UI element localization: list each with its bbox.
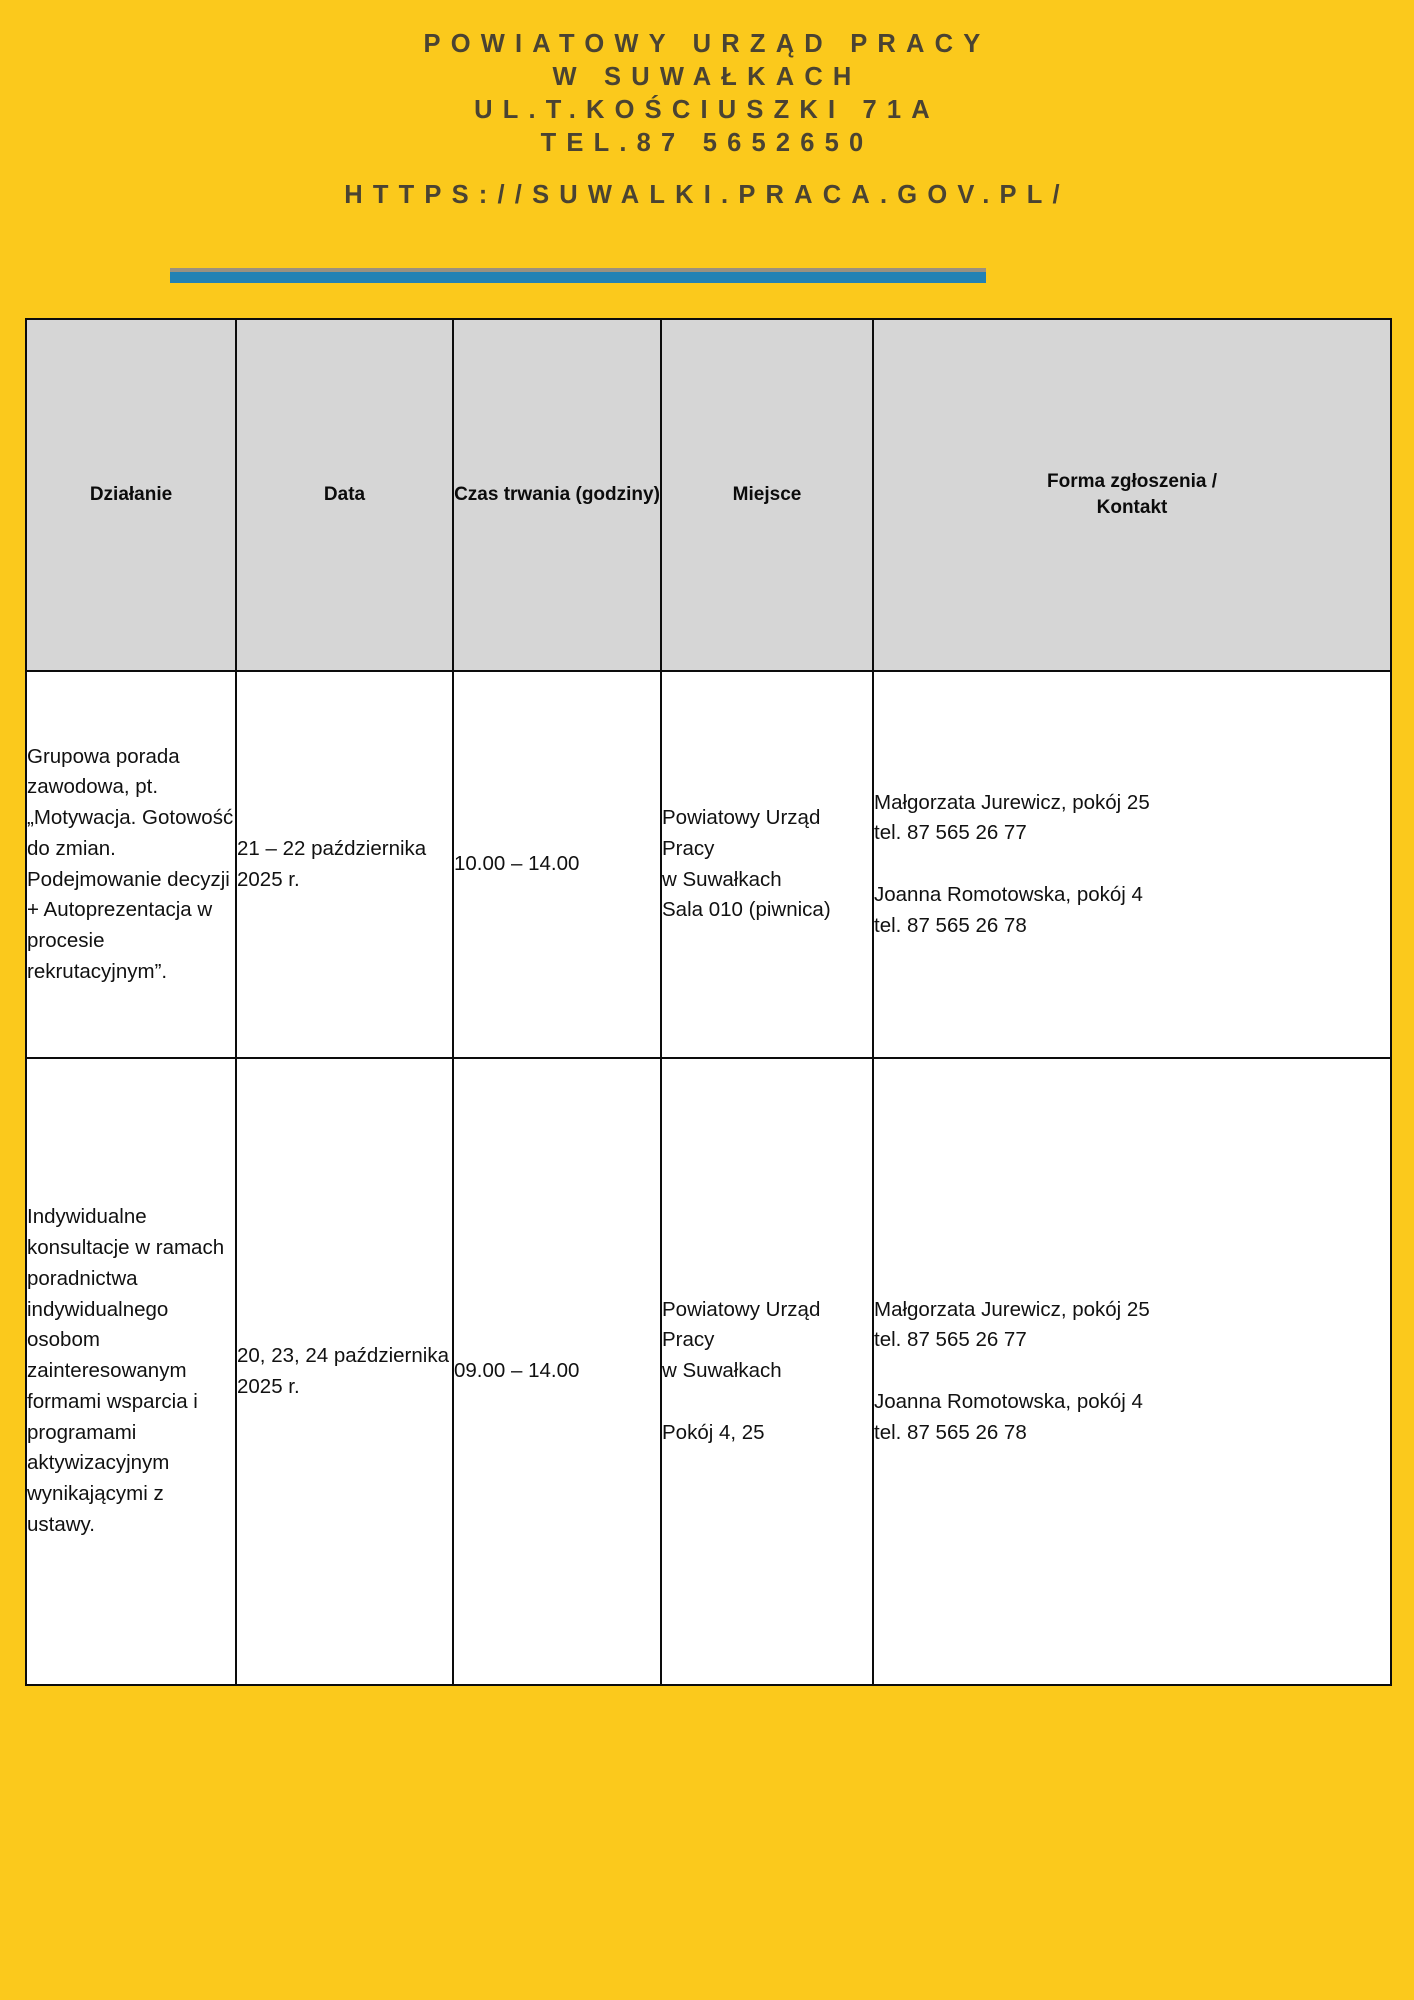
column-header-kontakt: Forma zgłoszenia / Kontakt bbox=[872, 318, 1392, 672]
cell-kontakt: Małgorzata Jurewicz, pokój 25 tel. 87 56… bbox=[872, 670, 1392, 1059]
header-line-city: W SUWAŁKACH bbox=[552, 63, 862, 92]
cell-data-text: 20, 23, 24 października 2025 r. bbox=[237, 1343, 449, 1398]
cell-kontakt-text: Małgorzata Jurewicz, pokój 25 tel. 87 56… bbox=[874, 790, 1150, 937]
column-header-czas: Czas trwania (godziny) bbox=[452, 318, 662, 672]
column-header-kontakt-label: Forma zgłoszenia / Kontakt bbox=[1047, 471, 1217, 518]
cell-miejsce-text: Powiatowy Urząd Pracy w Suwałkach Pokój … bbox=[662, 1297, 821, 1444]
cell-czas-text: 09.00 – 14.00 bbox=[454, 1359, 580, 1383]
column-header-czas-label: Czas trwania (godziny) bbox=[454, 484, 660, 506]
cell-czas-text: 10.00 – 14.00 bbox=[454, 852, 580, 876]
header-line-phone: TEL.87 5652650 bbox=[540, 129, 874, 158]
table-header-row: Działanie Data Czas trwania (godziny) Mi… bbox=[25, 318, 1392, 672]
cell-data: 20, 23, 24 października 2025 r. bbox=[235, 1057, 454, 1686]
cell-data-text: 21 – 22 października 2025 r. bbox=[237, 836, 427, 891]
column-header-miejsce-label: Miejsce bbox=[732, 484, 802, 506]
cell-data: 21 – 22 października 2025 r. bbox=[235, 670, 454, 1059]
header-line-street: UL.T.KOŚCIUSZKI 71A bbox=[474, 96, 940, 125]
table-row: Grupowa porada zawodowa, pt. „Motywacja.… bbox=[25, 670, 1392, 1059]
divider-blue-bar bbox=[170, 272, 986, 283]
column-header-data: Data bbox=[235, 318, 454, 672]
column-header-miejsce: Miejsce bbox=[660, 318, 874, 672]
cell-dzialanie-text: Grupowa porada zawodowa, pt. „Motywacja.… bbox=[27, 744, 234, 983]
cell-kontakt-text: Małgorzata Jurewicz, pokój 25 tel. 87 56… bbox=[874, 1297, 1150, 1444]
divider-shadow-line bbox=[170, 268, 986, 272]
column-header-data-label: Data bbox=[323, 484, 366, 506]
cell-czas: 10.00 – 14.00 bbox=[452, 670, 662, 1059]
organisation-header: POWIATOWY URZĄD PRACY W SUWAŁKACH UL.T.K… bbox=[0, 28, 1414, 212]
table-head: Działanie Data Czas trwania (godziny) Mi… bbox=[25, 318, 1392, 672]
cell-kontakt: Małgorzata Jurewicz, pokój 25 tel. 87 56… bbox=[872, 1057, 1392, 1686]
schedule-table-wrapper: Działanie Data Czas trwania (godziny) Mi… bbox=[25, 318, 1392, 1686]
schedule-table: Działanie Data Czas trwania (godziny) Mi… bbox=[25, 318, 1392, 1686]
cell-dzialanie: Grupowa porada zawodowa, pt. „Motywacja.… bbox=[25, 670, 237, 1059]
cell-miejsce-text: Powiatowy Urząd Pracy w Suwałkach Sala 0… bbox=[662, 806, 831, 922]
header-line-office-name: POWIATOWY URZĄD PRACY bbox=[423, 30, 991, 58]
cell-dzialanie: Indywidualne konsultacje w ramach poradn… bbox=[25, 1057, 237, 1686]
column-header-dzialanie: Działanie bbox=[25, 318, 237, 672]
header-divider bbox=[170, 268, 986, 286]
cell-czas: 09.00 – 14.00 bbox=[452, 1057, 662, 1686]
cell-miejsce: Powiatowy Urząd Pracy w Suwałkach Sala 0… bbox=[660, 670, 874, 1059]
cell-miejsce: Powiatowy Urząd Pracy w Suwałkach Pokój … bbox=[660, 1057, 874, 1686]
table-row: Indywidualne konsultacje w ramach poradn… bbox=[25, 1057, 1392, 1686]
table-body: Grupowa porada zawodowa, pt. „Motywacja.… bbox=[25, 670, 1392, 1686]
column-header-dzialanie-label: Działanie bbox=[89, 484, 173, 506]
cell-dzialanie-text: Indywidualne konsultacje w ramach poradn… bbox=[27, 1205, 225, 1536]
header-line-website: HTTPS://SUWALKI.PRACA.GOV.PL/ bbox=[344, 180, 1070, 209]
